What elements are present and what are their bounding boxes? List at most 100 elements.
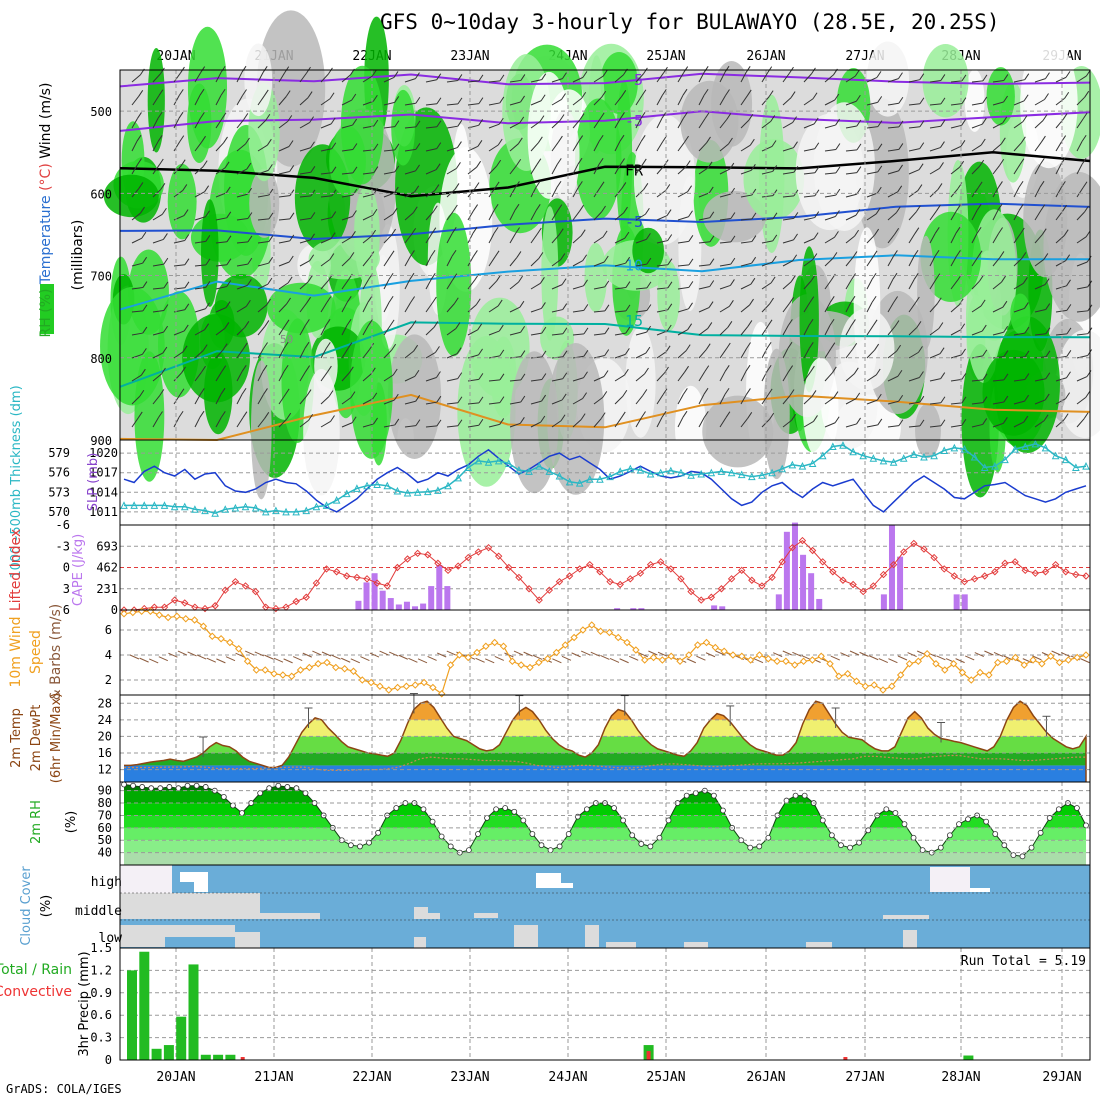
wind-barb — [425, 169, 437, 175]
wind-barb-flag — [415, 143, 421, 150]
wind-barb-flag — [1023, 302, 1029, 309]
wind-barb-flag — [536, 158, 542, 165]
wind-barb — [593, 164, 600, 175]
wind-barb-flag — [919, 395, 925, 403]
wind-barb-flag — [540, 277, 545, 284]
cape-bar — [953, 594, 960, 610]
wind-barb-flag — [850, 319, 856, 326]
wind-barb — [362, 214, 374, 221]
rh-axis-label-2: (%) — [64, 811, 79, 834]
wind-barb-flag — [583, 350, 589, 357]
thickness-marker — [1082, 462, 1090, 470]
wind-barb — [551, 141, 559, 152]
wind-speed-marker — [279, 671, 287, 679]
wind-barb-flag — [960, 140, 966, 147]
precip-axis-label: 3hr Precip (mm) — [77, 951, 92, 1056]
thickness-marker — [484, 458, 493, 466]
wind-barb-flag — [999, 251, 1005, 258]
wind-barb-flag — [541, 394, 547, 402]
wind-barb-flag — [709, 258, 715, 265]
wind-barb-flag — [411, 227, 417, 235]
wind-barb-flag — [724, 387, 730, 395]
wind-barb-flag — [455, 322, 461, 329]
wind-barb-flag — [1039, 158, 1045, 165]
wind-barb — [635, 164, 643, 175]
rh-marker — [447, 843, 454, 850]
wind-barb — [341, 302, 348, 313]
rh-blob — [541, 206, 559, 341]
wind-barb — [320, 73, 329, 83]
wind-barb — [782, 419, 792, 428]
thickness-tick-label: 576 — [48, 466, 70, 480]
wind-barb — [719, 284, 731, 290]
wind-barb-flag — [982, 96, 988, 104]
wind-barb — [593, 211, 602, 221]
rh-marker — [683, 792, 690, 799]
wind-barb — [803, 302, 811, 313]
wind-barb-flag — [898, 120, 904, 128]
wind-barb — [1076, 164, 1083, 175]
wind-speed-marker — [1020, 661, 1028, 669]
rh-blob — [584, 242, 607, 313]
rh-marker — [302, 790, 309, 797]
wind-barb — [782, 97, 792, 106]
wind-speed-marker — [976, 668, 984, 677]
wind-barb-flag — [1066, 304, 1072, 311]
rh-marker — [983, 818, 990, 825]
wind-barb — [299, 217, 311, 221]
cloud-patch — [194, 872, 208, 892]
cape-bar — [444, 586, 451, 610]
wind-barb — [677, 329, 688, 336]
wind-tick-label: 4 — [105, 648, 112, 662]
wind-barb — [278, 195, 290, 198]
cloud-patch — [120, 893, 260, 913]
wind-barb-flag — [285, 90, 291, 97]
wind-barb — [215, 393, 222, 405]
wind-barb-flag — [373, 417, 378, 425]
wind-barb — [992, 233, 999, 244]
wind-barb-10m — [273, 657, 284, 663]
wind-barb-flag — [142, 256, 148, 264]
wind-barb-flag — [394, 96, 400, 103]
rh-marker — [611, 805, 617, 811]
wind-barb-flag — [642, 67, 648, 75]
wind-barb-flag — [703, 66, 709, 73]
wind-barb — [383, 149, 395, 152]
wind-barb-flag — [749, 298, 754, 306]
rh-tick-label: 70 — [98, 808, 112, 822]
wind-barb-flag — [496, 159, 502, 167]
wind-speed-marker — [729, 651, 737, 659]
wind-barb-flag — [163, 325, 169, 333]
wind-barb-flag — [893, 296, 899, 303]
wind-barb-flag — [940, 141, 945, 148]
wind-barb — [1034, 210, 1042, 221]
wind-barb — [719, 241, 731, 244]
wind-barb — [992, 331, 1004, 336]
wind-barb — [992, 281, 1002, 290]
wind-barb — [908, 351, 919, 359]
wind-barb — [992, 164, 1001, 175]
wind-barb-flag — [493, 203, 499, 211]
wind-barb-flag — [1065, 254, 1071, 261]
wind-speed-marker — [482, 642, 490, 650]
wind-barb-flag — [1081, 157, 1087, 165]
lifted-index-marker — [910, 539, 918, 548]
rh-marker — [157, 785, 164, 792]
rh-marker — [919, 847, 926, 854]
wind-speed-marker — [508, 657, 517, 665]
thickness-marker — [150, 501, 159, 509]
precip-bar — [213, 1054, 224, 1060]
wind-barb-flag — [452, 273, 458, 280]
cape-bar — [816, 598, 823, 610]
wind-barb — [1034, 259, 1045, 267]
wind-barb-flag — [352, 118, 358, 126]
wind-barb-flag — [811, 390, 817, 397]
thickness-marker — [859, 451, 868, 460]
wind-barb-flag — [436, 419, 442, 427]
rh-blob — [1020, 39, 1078, 169]
wind-barb-10m — [312, 650, 322, 656]
wind-barb-flag — [457, 74, 463, 81]
wind-barb — [257, 283, 269, 290]
wind-barb — [1076, 96, 1086, 106]
wind-barb — [740, 326, 749, 336]
